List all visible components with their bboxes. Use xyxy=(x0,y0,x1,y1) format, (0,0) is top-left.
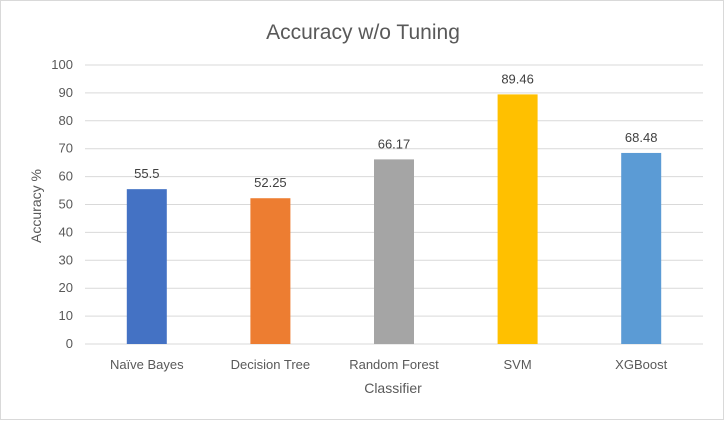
y-axis-title: Accuracy % xyxy=(28,169,44,243)
y-tick-label-6: 60 xyxy=(59,169,73,184)
x-axis-categories: Naïve Bayes Decision Tree Random Forest SVM… xyxy=(110,357,668,372)
bar-1 xyxy=(250,198,291,344)
data-label-1: 52.25 xyxy=(254,175,287,190)
y-tick-label-1: 10 xyxy=(59,308,73,323)
chart-title: Accuracy w/o Tuning xyxy=(266,21,460,44)
data-label-3: 89.46 xyxy=(501,71,534,86)
y-tick-label-7: 70 xyxy=(59,141,73,156)
bar-4 xyxy=(621,152,662,344)
x-axis-title: Classifier xyxy=(364,380,422,396)
x-category-label-0: Naïve Bayes xyxy=(110,357,184,372)
bar-0 xyxy=(126,189,167,344)
bar-3 xyxy=(497,94,538,344)
y-tick-label-4: 40 xyxy=(59,224,73,239)
x-category-label-4: XGBoost xyxy=(615,357,667,372)
data-label-2: 66.17 xyxy=(378,136,411,151)
x-category-label-2: Random Forest xyxy=(349,357,439,372)
y-tick-label-5: 50 xyxy=(59,197,73,212)
x-category-label-3: SVM xyxy=(504,357,532,372)
y-tick-label-2: 20 xyxy=(59,280,73,295)
y-tick-label-0: 0 xyxy=(66,336,73,351)
bar-2 xyxy=(374,159,414,344)
data-labels: 55.5 52.25 66.17 89.46 68.48 xyxy=(134,71,657,190)
data-label-0: 55.5 xyxy=(134,166,159,181)
y-tick-label-9: 90 xyxy=(59,85,73,100)
y-tick-label-3: 30 xyxy=(59,252,73,267)
y-tick-label-10: 100 xyxy=(51,57,73,72)
bars xyxy=(126,94,662,344)
y-axis-ticks: 0 10 20 30 40 50 60 70 80 90 100 xyxy=(51,57,73,351)
y-tick-label-8: 80 xyxy=(59,113,73,128)
data-label-4: 68.48 xyxy=(625,130,658,145)
x-category-label-1: Decision Tree xyxy=(231,357,310,372)
